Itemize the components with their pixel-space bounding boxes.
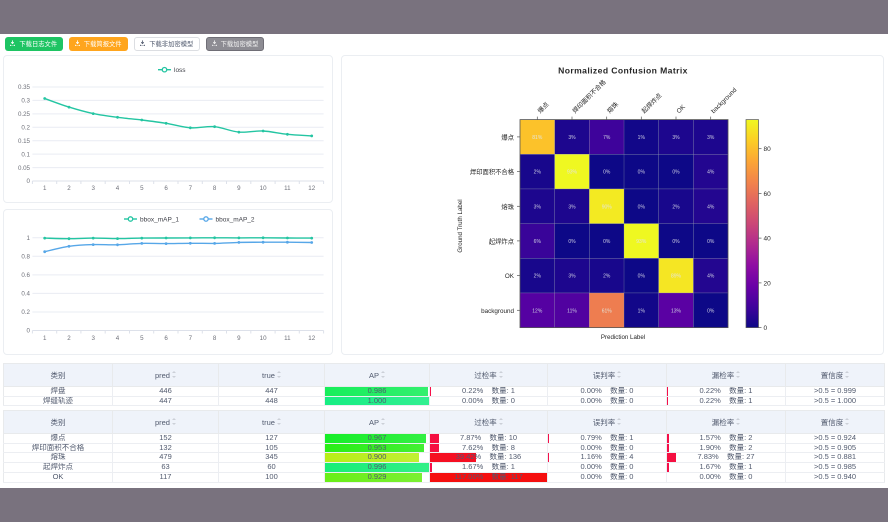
svg-text:0: 0 <box>764 325 768 332</box>
svg-text:loss: loss <box>174 67 186 74</box>
svg-text:3%: 3% <box>707 135 715 141</box>
svg-text:0.6: 0.6 <box>21 272 30 279</box>
svg-text:10: 10 <box>260 185 267 192</box>
svg-text:90%: 90% <box>602 204 613 210</box>
svg-text:爆点: 爆点 <box>501 132 514 141</box>
svg-text:0.8: 0.8 <box>21 254 30 261</box>
svg-text:93%: 93% <box>567 170 578 176</box>
svg-text:起焊炸点: 起焊炸点 <box>489 236 514 245</box>
svg-text:2: 2 <box>67 185 71 192</box>
svg-text:11: 11 <box>284 335 291 342</box>
svg-text:Ground Truth Label: Ground Truth Label <box>457 199 464 252</box>
svg-text:5: 5 <box>140 335 144 342</box>
svg-text:焊印面积不合格: 焊印面积不合格 <box>570 77 608 115</box>
svg-text:2%: 2% <box>534 170 542 176</box>
svg-text:0.05: 0.05 <box>18 165 31 172</box>
svg-text:13%: 13% <box>671 308 682 314</box>
svg-text:bbox_mAP_2: bbox_mAP_2 <box>216 216 255 223</box>
svg-text:Prediction Label: Prediction Label <box>601 334 645 341</box>
svg-text:2%: 2% <box>603 274 611 280</box>
svg-text:熔珠: 熔珠 <box>501 202 514 211</box>
svg-text:3%: 3% <box>568 204 576 210</box>
svg-text:0%: 0% <box>638 204 646 210</box>
svg-text:0%: 0% <box>603 170 611 176</box>
svg-text:0.2: 0.2 <box>21 309 30 316</box>
svg-text:1: 1 <box>27 235 31 242</box>
svg-text:1%: 1% <box>638 135 646 141</box>
svg-text:10: 10 <box>260 335 267 342</box>
svg-text:0%: 0% <box>638 274 646 280</box>
svg-text:6%: 6% <box>534 239 542 245</box>
svg-text:20: 20 <box>764 280 772 287</box>
svg-text:93%: 93% <box>636 239 647 245</box>
svg-text:0%: 0% <box>707 239 715 245</box>
svg-text:Normalized Confusion Matrix: Normalized Confusion Matrix <box>558 66 688 76</box>
svg-text:0%: 0% <box>672 239 680 245</box>
svg-text:1%: 1% <box>638 308 646 314</box>
svg-text:11: 11 <box>284 185 291 192</box>
svg-text:7: 7 <box>189 335 193 342</box>
svg-text:12: 12 <box>308 185 315 192</box>
svg-text:40: 40 <box>764 236 772 243</box>
svg-text:12: 12 <box>308 335 315 342</box>
svg-text:4%: 4% <box>707 274 715 280</box>
svg-text:4: 4 <box>116 185 120 192</box>
svg-text:0%: 0% <box>568 239 576 245</box>
svg-text:7%: 7% <box>603 135 611 141</box>
svg-text:2%: 2% <box>534 274 542 280</box>
svg-text:6: 6 <box>164 185 168 192</box>
svg-text:0%: 0% <box>707 308 715 314</box>
svg-text:8: 8 <box>213 185 217 192</box>
svg-text:0.15: 0.15 <box>18 138 31 145</box>
svg-text:0%: 0% <box>638 170 646 176</box>
svg-text:3%: 3% <box>568 274 576 280</box>
svg-text:0.4: 0.4 <box>21 291 30 298</box>
svg-text:11%: 11% <box>567 308 577 314</box>
svg-text:3: 3 <box>91 185 95 192</box>
svg-text:12%: 12% <box>532 308 543 314</box>
svg-text:2%: 2% <box>672 204 680 210</box>
svg-text:4%: 4% <box>707 170 715 176</box>
svg-text:0%: 0% <box>603 239 611 245</box>
svg-text:background: background <box>481 308 514 315</box>
svg-text:80: 80 <box>764 146 772 153</box>
svg-text:background: background <box>710 86 739 115</box>
svg-text:0.25: 0.25 <box>18 111 31 118</box>
svg-text:2: 2 <box>67 335 71 342</box>
svg-text:熔珠: 熔珠 <box>605 99 621 115</box>
svg-text:爆点: 爆点 <box>535 100 550 115</box>
svg-text:60: 60 <box>764 191 772 198</box>
svg-text:3: 3 <box>91 335 95 342</box>
svg-text:0.2: 0.2 <box>21 125 30 132</box>
svg-text:89%: 89% <box>671 274 682 280</box>
svg-text:1: 1 <box>43 185 47 192</box>
svg-text:0: 0 <box>27 178 31 185</box>
svg-text:bbox_mAP_1: bbox_mAP_1 <box>140 216 179 223</box>
svg-text:OK: OK <box>505 273 515 280</box>
svg-text:9: 9 <box>237 335 241 342</box>
svg-text:4: 4 <box>116 335 120 342</box>
svg-text:3%: 3% <box>568 135 576 141</box>
svg-text:61%: 61% <box>602 308 613 314</box>
svg-text:9: 9 <box>237 185 241 192</box>
svg-text:0.35: 0.35 <box>18 84 31 91</box>
svg-text:0%: 0% <box>672 170 680 176</box>
svg-text:4%: 4% <box>707 204 715 210</box>
svg-text:5: 5 <box>140 185 144 192</box>
svg-text:1: 1 <box>43 335 47 342</box>
svg-text:0: 0 <box>27 328 31 335</box>
svg-text:焊印面积不合格: 焊印面积不合格 <box>470 167 515 176</box>
svg-text:81%: 81% <box>532 135 543 141</box>
svg-text:6: 6 <box>164 335 168 342</box>
svg-text:0.3: 0.3 <box>21 98 30 105</box>
svg-text:起焊炸点: 起焊炸点 <box>639 91 663 115</box>
svg-text:0.1: 0.1 <box>21 151 30 158</box>
svg-text:8: 8 <box>213 335 217 342</box>
svg-text:3%: 3% <box>672 135 680 141</box>
svg-text:7: 7 <box>189 185 193 192</box>
svg-text:3%: 3% <box>534 204 542 210</box>
svg-text:OK: OK <box>675 103 687 115</box>
